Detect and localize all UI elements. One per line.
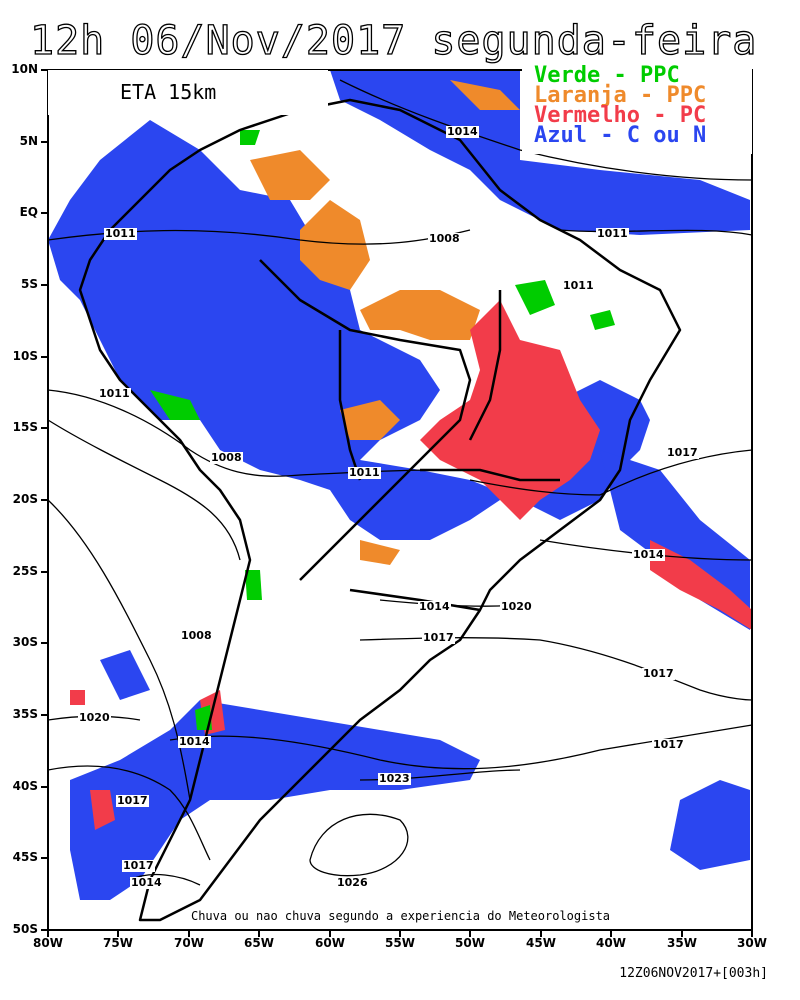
isobar-label: 1011 (348, 466, 381, 479)
red-area-central-brazil (420, 300, 600, 520)
legend-item-green: Verde - PPC (534, 63, 680, 88)
legend-item-red: Vermelho - PC (534, 103, 707, 128)
isobar-label: 1014 (632, 548, 665, 561)
map-title: 12h 06/Nov/2017 segunda-feira (29, 17, 758, 64)
green-area-layer (150, 130, 615, 730)
state-border (420, 468, 560, 482)
isobar-label: 1008 (210, 451, 243, 464)
orange-area-guianas (300, 200, 370, 290)
lat-label: 30S (12, 635, 38, 649)
isobar-label: 1017 (666, 446, 699, 459)
continent-coastline (78, 98, 682, 922)
isobar-line (469, 479, 601, 496)
isobar-label: 1011 (98, 387, 131, 400)
legend-item-blue: Azul - C ou N (534, 123, 707, 148)
isobar-line (169, 724, 753, 770)
isobar-label: 1008 (428, 232, 461, 245)
lat-label: 5N (19, 134, 38, 148)
blue-area-southeast (670, 780, 750, 870)
lon-label: 50W (455, 936, 485, 950)
orange-area-mato-grosso (340, 400, 400, 440)
lon-label: 55W (385, 936, 415, 950)
lat-label: 10S (12, 349, 38, 363)
lon-label: 80W (33, 936, 63, 950)
isobar-line (47, 765, 211, 861)
isobar-label: 1014 (178, 735, 211, 748)
model-label: ETA 15km (120, 80, 217, 104)
isobar-label: 1020 (78, 711, 111, 724)
isobar-label: 1014 (130, 876, 163, 889)
lat-label: 40S (12, 779, 38, 793)
isobar-label: 1014 (418, 600, 451, 613)
isobar-label: 1014 (446, 125, 479, 138)
isobar-line (599, 449, 753, 496)
green-area-argentina-2 (195, 705, 212, 730)
lat-label: 20S (12, 492, 38, 506)
isobar-label: 1008 (180, 629, 213, 642)
isobar-label: 1017 (652, 738, 685, 751)
lat-label: 10N (11, 62, 38, 76)
lon-label: 70W (174, 936, 204, 950)
lat-label: 50S (12, 922, 38, 936)
green-area-argentina-1 (245, 570, 262, 600)
orange-area-amazon-center (360, 290, 480, 340)
blue-area-patagonia (70, 700, 480, 900)
axis-ticks (41, 69, 753, 937)
lon-label: 60W (315, 936, 345, 950)
isobar-line (559, 229, 753, 236)
lat-label: 5S (21, 277, 38, 291)
isobar-line (47, 419, 241, 561)
isobar-line (359, 637, 753, 701)
orange-area-paraguay (360, 540, 400, 565)
isobar-line (309, 813, 409, 877)
lat-label: 25S (12, 564, 38, 578)
lon-label: 40W (596, 936, 626, 950)
lon-label: 45W (526, 936, 556, 950)
isobar-label: 1026 (336, 876, 369, 889)
legend: Verde - PPC Laranja - PPC Vermelho - PC … (522, 63, 752, 154)
state-border (468, 290, 502, 441)
orange-area-venezuela (250, 150, 330, 200)
red-area-atlantic (650, 540, 752, 630)
blue-area-north (330, 70, 750, 235)
blue-area-west-south (100, 650, 150, 700)
green-area-peru (150, 390, 200, 420)
isobar-label: 1011 (104, 227, 137, 240)
red-area-patagonia (90, 790, 115, 830)
lat-label: 45S (12, 850, 38, 864)
lon-label: 75W (103, 936, 133, 950)
lon-label: 65W (244, 936, 274, 950)
lat-label: 35S (12, 707, 38, 721)
lat-label: 15S (12, 420, 38, 434)
orange-area-layer (250, 80, 520, 565)
map-caption: Chuva ou nao chuva segundo a experiencia… (190, 909, 611, 923)
red-area-west (70, 690, 85, 705)
isobar-label: 1017 (642, 667, 675, 680)
green-area-northeast-2 (590, 310, 615, 330)
lat-label: EQ (19, 205, 38, 219)
isobar-line (339, 79, 753, 181)
run-timestamp: 12Z06NOV2017+[003h] (619, 966, 768, 981)
isobar-label: 1011 (596, 227, 629, 240)
green-area-venezuela (240, 130, 260, 145)
green-area-northeast (515, 280, 555, 315)
state-border (338, 330, 362, 481)
isobar-label: 1023 (378, 772, 411, 785)
isobar-label: 1020 (500, 600, 533, 613)
state-border (349, 588, 481, 612)
orange-area-north (450, 80, 520, 110)
model-label-box: ETA 15km (48, 70, 328, 115)
lon-label: 35W (667, 936, 697, 950)
isobar-label: 1017 (422, 631, 455, 644)
border-layer (78, 98, 682, 922)
isobar-label: 1011 (562, 279, 595, 292)
brazil-border (259, 259, 472, 581)
lon-label: 30W (737, 936, 767, 950)
isobar-label: 1017 (122, 859, 155, 872)
legend-item-orange: Laranja - PPC (534, 83, 707, 108)
isobar-label: 1017 (116, 794, 149, 807)
